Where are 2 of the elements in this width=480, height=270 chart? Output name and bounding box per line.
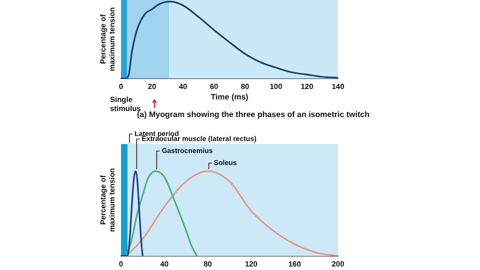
x-axis-title: Time (ms) bbox=[210, 92, 249, 102]
text: (a) Myogram showing the three phases of an isometric twitch bbox=[137, 110, 370, 120]
